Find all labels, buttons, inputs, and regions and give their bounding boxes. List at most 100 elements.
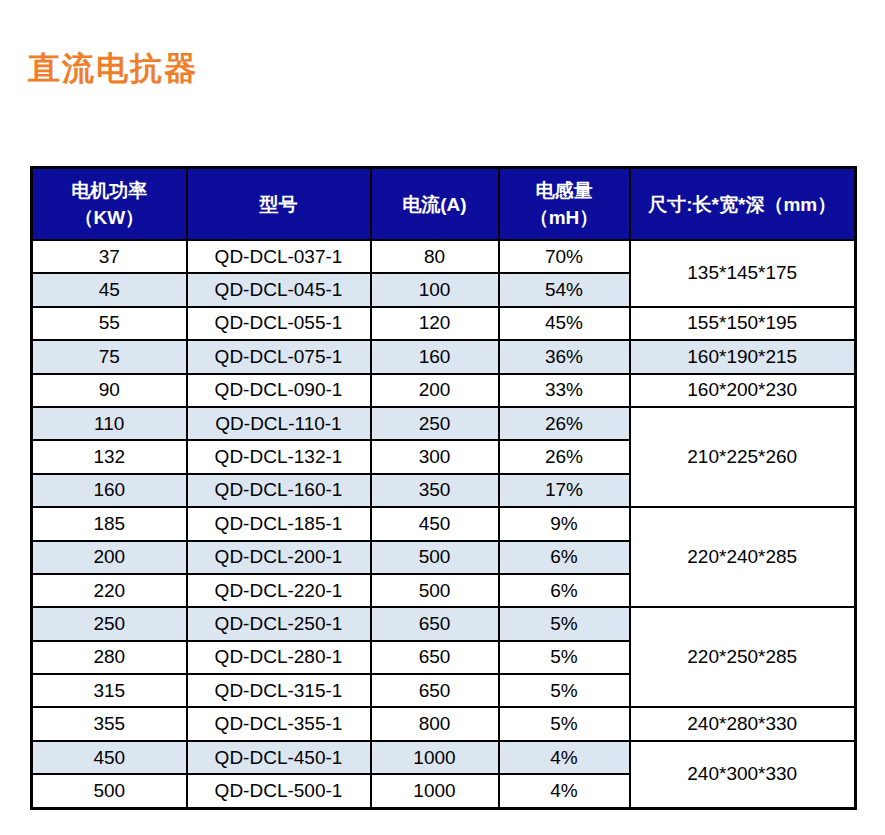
cell-power: 355	[32, 707, 187, 740]
cell-dimensions: 135*145*175	[630, 240, 856, 307]
cell-power: 37	[32, 240, 187, 273]
cell-model: QD-DCL-090-1	[187, 374, 371, 407]
column-header-line: （KW）	[33, 204, 186, 231]
column-header-line: 尺寸:长*宽*深（mm）	[631, 191, 855, 218]
table-row: 110QD-DCL-110-125026%210*225*260	[32, 407, 856, 440]
cell-power: 450	[32, 741, 187, 774]
column-header-dimensions: 尺寸:长*宽*深（mm）	[630, 168, 856, 241]
cell-model: QD-DCL-500-1	[187, 774, 371, 808]
cell-model: QD-DCL-200-1	[187, 541, 371, 574]
cell-inductance: 6%	[499, 574, 630, 607]
cell-current: 500	[371, 574, 499, 607]
cell-model: QD-DCL-110-1	[187, 407, 371, 440]
spec-table-body: 37QD-DCL-037-18070%135*145*17545QD-DCL-0…	[32, 240, 856, 808]
cell-inductance: 5%	[499, 607, 630, 640]
cell-power: 160	[32, 474, 187, 507]
cell-current: 800	[371, 707, 499, 740]
cell-inductance: 54%	[499, 273, 630, 306]
table-row: 37QD-DCL-037-18070%135*145*175	[32, 240, 856, 273]
cell-inductance: 33%	[499, 374, 630, 407]
cell-model: QD-DCL-055-1	[187, 307, 371, 340]
column-header-line: 电感量	[500, 177, 629, 204]
header-row: 电机功率（KW）型号电流(A)电感量（mH）尺寸:长*宽*深（mm）	[32, 168, 856, 241]
table-row: 450QD-DCL-450-110004%240*300*330	[32, 741, 856, 774]
cell-inductance: 36%	[499, 340, 630, 373]
cell-power: 45	[32, 273, 187, 306]
cell-power: 90	[32, 374, 187, 407]
cell-dimensions: 240*300*330	[630, 741, 856, 808]
table-row: 75QD-DCL-075-116036%160*190*215	[32, 340, 856, 373]
column-header-inductance: 电感量（mH）	[499, 168, 630, 241]
cell-current: 650	[371, 674, 499, 707]
spec-table-header: 电机功率（KW）型号电流(A)电感量（mH）尺寸:长*宽*深（mm）	[32, 168, 856, 241]
cell-model: QD-DCL-132-1	[187, 440, 371, 473]
cell-dimensions: 240*280*330	[630, 707, 856, 740]
cell-power: 280	[32, 641, 187, 674]
cell-model: QD-DCL-355-1	[187, 707, 371, 740]
table-row: 250QD-DCL-250-16505%220*250*285	[32, 607, 856, 640]
cell-model: QD-DCL-037-1	[187, 240, 371, 273]
table-row: 90QD-DCL-090-120033%160*200*230	[32, 374, 856, 407]
cell-model: QD-DCL-220-1	[187, 574, 371, 607]
page-title: 直流电抗器	[28, 50, 198, 87]
cell-current: 450	[371, 507, 499, 540]
column-header-current: 电流(A)	[371, 168, 499, 241]
cell-dimensions: 160*200*230	[630, 374, 856, 407]
cell-current: 500	[371, 541, 499, 574]
cell-power: 110	[32, 407, 187, 440]
cell-model: QD-DCL-250-1	[187, 607, 371, 640]
spec-table: 电机功率（KW）型号电流(A)电感量（mH）尺寸:长*宽*深（mm） 37QD-…	[30, 166, 857, 810]
cell-inductance: 45%	[499, 307, 630, 340]
cell-current: 160	[371, 340, 499, 373]
cell-model: QD-DCL-185-1	[187, 507, 371, 540]
cell-current: 100	[371, 273, 499, 306]
column-header-power: 电机功率（KW）	[32, 168, 187, 241]
cell-current: 1000	[371, 774, 499, 808]
cell-power: 250	[32, 607, 187, 640]
page: 直流电抗器 电机功率（KW）型号电流(A)电感量（mH）尺寸:长*宽*深（mm）…	[0, 0, 885, 835]
cell-inductance: 26%	[499, 440, 630, 473]
cell-power: 315	[32, 674, 187, 707]
cell-model: QD-DCL-045-1	[187, 273, 371, 306]
cell-dimensions: 220*250*285	[630, 607, 856, 707]
cell-current: 250	[371, 407, 499, 440]
cell-power: 55	[32, 307, 187, 340]
column-header-line: 型号	[188, 191, 370, 218]
cell-dimensions: 220*240*285	[630, 507, 856, 607]
column-header-model: 型号	[187, 168, 371, 241]
cell-current: 80	[371, 240, 499, 273]
cell-current: 120	[371, 307, 499, 340]
cell-model: QD-DCL-315-1	[187, 674, 371, 707]
cell-inductance: 9%	[499, 507, 630, 540]
cell-power: 185	[32, 507, 187, 540]
cell-inductance: 17%	[499, 474, 630, 507]
cell-current: 350	[371, 474, 499, 507]
cell-power: 132	[32, 440, 187, 473]
cell-current: 200	[371, 374, 499, 407]
table-row: 55QD-DCL-055-112045%155*150*195	[32, 307, 856, 340]
cell-power: 220	[32, 574, 187, 607]
cell-inductance: 70%	[499, 240, 630, 273]
cell-model: QD-DCL-075-1	[187, 340, 371, 373]
column-header-line: （mH）	[500, 204, 629, 231]
cell-inductance: 4%	[499, 741, 630, 774]
cell-model: QD-DCL-450-1	[187, 741, 371, 774]
cell-current: 1000	[371, 741, 499, 774]
cell-inductance: 4%	[499, 774, 630, 808]
cell-dimensions: 210*225*260	[630, 407, 856, 507]
table-row: 355QD-DCL-355-18005%240*280*330	[32, 707, 856, 740]
cell-model: QD-DCL-160-1	[187, 474, 371, 507]
table-row: 185QD-DCL-185-14509%220*240*285	[32, 507, 856, 540]
cell-inductance: 6%	[499, 541, 630, 574]
cell-current: 650	[371, 607, 499, 640]
column-header-line: 电流(A)	[372, 191, 498, 218]
cell-dimensions: 160*190*215	[630, 340, 856, 373]
cell-power: 200	[32, 541, 187, 574]
column-header-line: 电机功率	[33, 177, 186, 204]
cell-inductance: 5%	[499, 707, 630, 740]
cell-inductance: 5%	[499, 674, 630, 707]
cell-dimensions: 155*150*195	[630, 307, 856, 340]
cell-model: QD-DCL-280-1	[187, 641, 371, 674]
cell-current: 300	[371, 440, 499, 473]
cell-current: 650	[371, 641, 499, 674]
